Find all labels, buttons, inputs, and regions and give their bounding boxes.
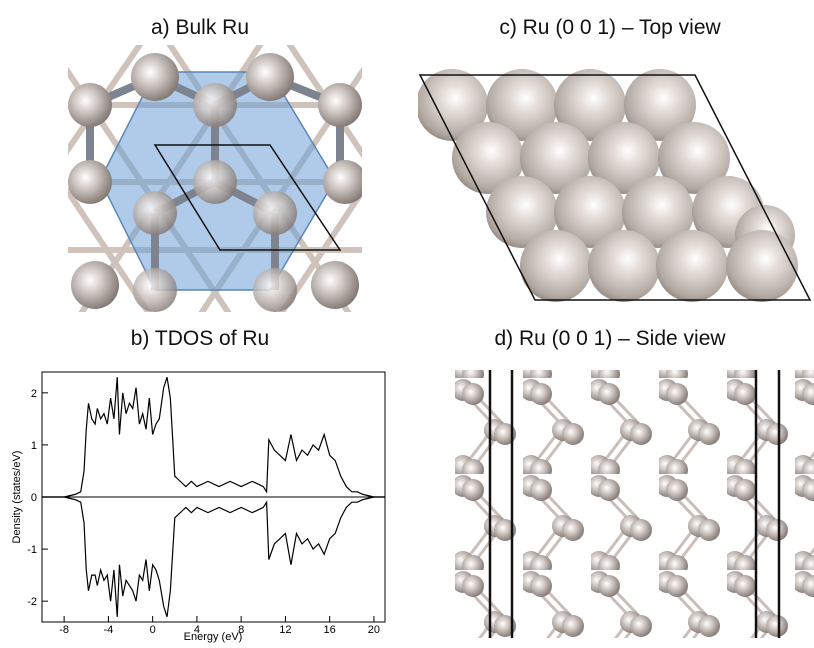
y-tick-label: 0 [31, 492, 37, 504]
x-tick-label: 4 [194, 624, 200, 636]
x-tick-label: 12 [279, 624, 291, 636]
y-tick-label: -2 [27, 596, 37, 608]
y-tick-label: 2 [31, 388, 37, 400]
y-axis-label: Density (states/eV) [11, 451, 23, 544]
x-tick-label: -8 [59, 624, 69, 636]
figure-graphics: Energy (eV) Density (states/eV) -8 -4 0 4 8 1… [0, 0, 814, 648]
x-tick-label: 20 [368, 624, 380, 636]
x-axis-label: Energy (eV) [184, 631, 243, 643]
side-view-structure [455, 370, 814, 640]
bulk-structure [40, 30, 390, 330]
dos-line [42, 497, 385, 617]
top-view-structure [416, 69, 810, 302]
figure: a) Bulk Ru c) Ru (0 0 1) – Top view b) T… [0, 0, 814, 648]
x-tick-label: -4 [103, 624, 113, 636]
x-tick-label: 8 [238, 624, 244, 636]
x-tick-label: 0 [150, 624, 156, 636]
x-tick-label: 16 [324, 624, 336, 636]
y-tick-label: 1 [31, 440, 37, 452]
dos-line [42, 377, 385, 497]
y-tick-label: -1 [27, 544, 37, 556]
tdos-chart: Energy (eV) Density (states/eV) -8 -4 0 4 8 1… [11, 372, 385, 643]
